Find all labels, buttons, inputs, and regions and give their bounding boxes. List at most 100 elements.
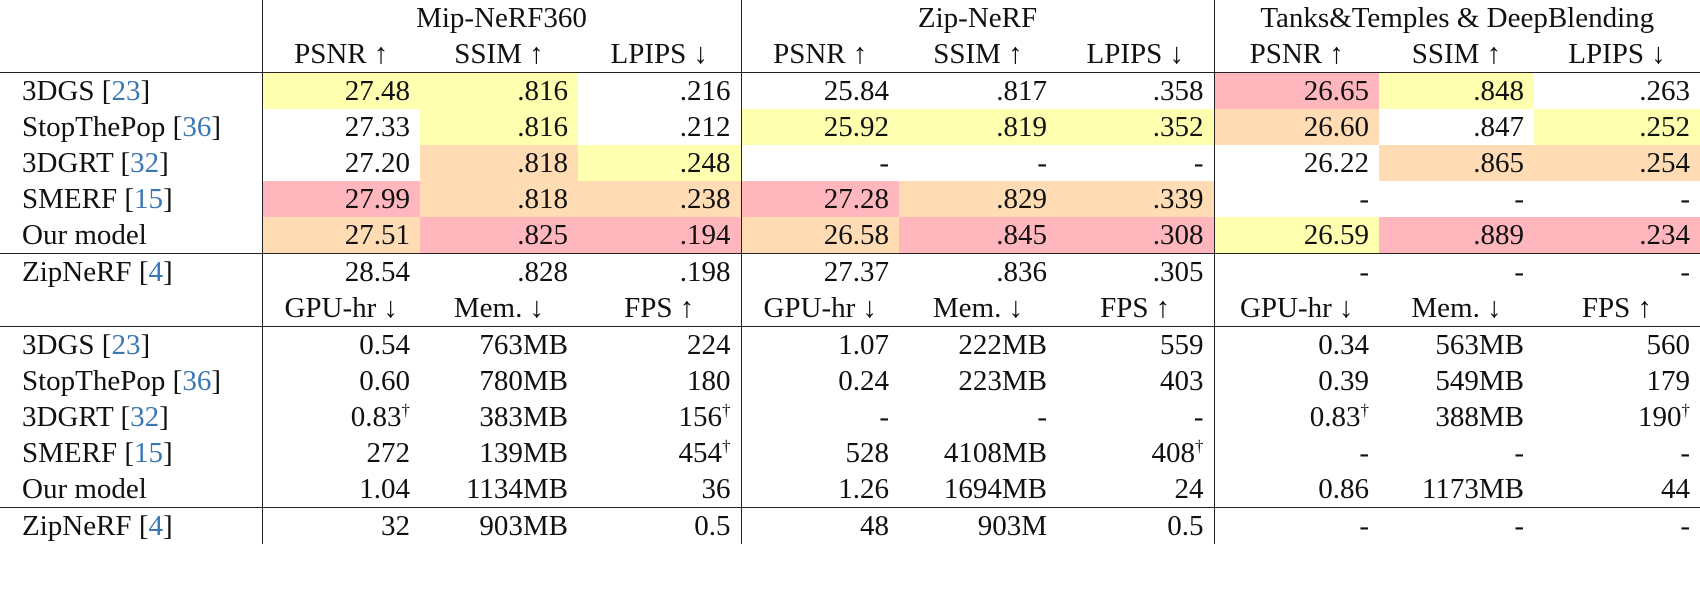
cell-value: .848 [1473,75,1524,107]
value-cell: .828 [420,253,578,290]
value-cell: .848 [1379,72,1534,109]
citation-link[interactable]: 4 [148,510,163,542]
value-cell: .254 [1534,145,1700,181]
cell-value: - [1359,183,1369,215]
cell-value: 26.59 [1303,219,1369,251]
method-name-cell: 3DGS [23] [0,326,262,363]
value-cell: 1.26 [740,471,899,508]
table-row: StopThePop [36] 27.33 .816 .212 25.92 .819 .35… [0,109,1700,145]
value-cell: 0.5 [578,507,741,544]
value-cell: 223MB [899,363,1057,399]
cell-value: 1134MB [465,473,568,505]
cell-value: - [1514,256,1524,288]
value-cell: 26.60 [1213,109,1379,145]
value-cell: 0.39 [1213,363,1379,399]
method-name: 3DGS [22,75,95,107]
cell-value: 1173MB [1421,473,1524,505]
cell-value: .818 [517,183,568,215]
method-name-cell: SMERF [15] [22,183,173,215]
cell-value: .252 [1639,111,1690,143]
value-cell: .819 [899,109,1057,145]
cell-value: - [1359,437,1369,469]
empty-header-cell [0,36,262,73]
citation-link[interactable]: 32 [130,147,160,179]
cell-value: 1.26 [838,473,889,505]
citation-link[interactable]: 4 [148,256,163,288]
cell-value: .845 [996,219,1047,251]
citation-link[interactable]: 23 [111,329,141,361]
value-cell: 0.34 [1213,326,1379,363]
citation-link[interactable]: 23 [111,75,141,107]
value-cell: - [1379,181,1534,217]
cell-value: - [1680,510,1690,542]
metric-header: SSIM ↑ [454,38,544,70]
footnote-dagger: † [401,400,411,420]
cell-value: .358 [1152,75,1204,107]
cell-value: 26.60 [1303,111,1369,143]
value-cell: 180 [578,363,741,399]
value-cell: 27.20 [261,145,420,181]
cell-value: 25.92 [823,111,889,143]
table-row: 3DGRT [32] 27.20 .818 .248 - - - 26.22 .865 .254 [0,145,1700,181]
value-cell: 26.58 [740,217,899,254]
method-name: SMERF [22,437,118,469]
cell-value: .263 [1639,75,1690,107]
citation-link[interactable]: 36 [182,365,212,397]
cell-value: 32 [381,510,410,542]
cell-value: 0.86 [1318,473,1369,505]
cell-value: .816 [517,111,568,143]
dataset-group-header: Zip-NeRF [740,0,1214,36]
citation-link[interactable]: 32 [130,401,160,433]
metric-header: GPU-hr ↓ [740,290,899,327]
cell-value: 26.65 [1303,75,1369,107]
table-row: Our model 27.51 .825 .194 26.58 .845 .308 26.59… [0,217,1700,254]
value-cell: .865 [1379,145,1534,181]
citation-link[interactable]: 15 [134,183,164,215]
method-name: ZipNeRF [22,256,132,288]
cell-value: 903MB [479,510,568,542]
value-cell: 559 [1057,326,1214,363]
cell-value: 528 [845,437,890,469]
value-cell: 763MB [420,326,578,363]
table-body: Mip-NeRF360 Zip-NeRF Tanks&Temples & DeepB… [0,0,1700,544]
value-cell: - [1213,507,1379,544]
citation-link[interactable]: 36 [182,111,212,143]
method-name: ZipNeRF [22,510,132,542]
method-name: 3DGS [22,329,95,361]
cell-value: 28.54 [344,256,410,288]
cell-value: .825 [517,219,568,251]
cell-value: 27.33 [344,111,410,143]
cell-value: 224 [687,329,731,361]
method-name-cell: StopThePop [36] [22,111,221,143]
cell-value: 903M [977,510,1047,542]
cell-value: 563MB [1435,329,1524,361]
cell-value: 4108MB [943,437,1047,469]
cell-value: 27.37 [823,256,889,288]
empty-header-cell [0,290,262,327]
value-cell: 1.04 [261,471,420,508]
group-header-row: Mip-NeRF360 Zip-NeRF Tanks&Temples & DeepB… [0,0,1700,36]
value-cell: .817 [899,72,1057,109]
cell-value: .216 [679,75,731,107]
cell-value: 27.48 [344,75,410,107]
method-name-cell: StopThePop [36] [22,365,221,397]
citation-link[interactable]: 15 [134,437,164,469]
value-cell: - [1213,253,1379,290]
cell-value: - [1514,510,1524,542]
metric-header: SSIM ↑ [933,38,1023,70]
method-name-cell: 3DGRT [32] [22,401,169,433]
value-cell: .845 [899,217,1057,254]
cell-value: 25.84 [823,75,889,107]
value-cell: 179 [1534,363,1700,399]
table-row: ZipNeRF [4] 28.54 .828 .198 27.37 .836 .305 - - - [0,253,1700,290]
value-cell: 28.54 [261,253,420,290]
value-cell: 26.59 [1213,217,1379,254]
cell-value: 0.5 [1167,510,1204,542]
value-cell: 24 [1057,471,1214,508]
value-cell: 156† [578,399,741,435]
metric-header: LPIPS ↓ [610,38,708,70]
cell-value: .828 [517,256,568,288]
value-cell: 383MB [420,399,578,435]
cell-value: 272 [366,437,411,469]
table-row: 3DGS [23] 0.54 763MB 224 1.07 222MB 559 0.34 563… [0,326,1700,363]
